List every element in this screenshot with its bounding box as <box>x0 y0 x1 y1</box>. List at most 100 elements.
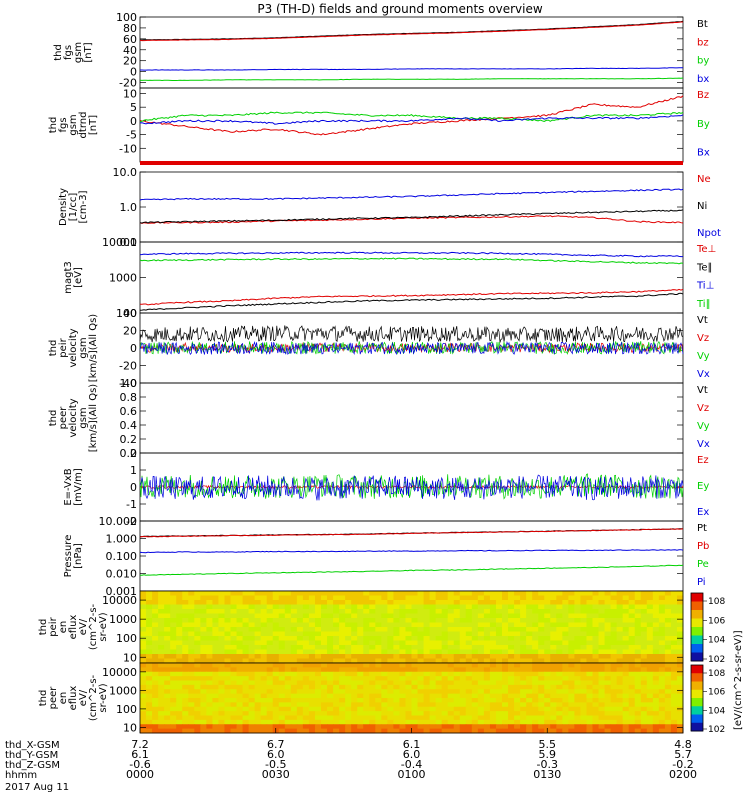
y-label-line: peer <box>58 406 69 430</box>
legend-Bx: Bx <box>697 148 710 159</box>
legend-by: by <box>697 56 709 67</box>
colorbar-tick: 106 <box>708 616 725 626</box>
y-tick-label: 0.4 <box>120 419 138 432</box>
y-label-line: Density <box>58 188 69 226</box>
legend-Vy: Vy <box>697 421 710 432</box>
y-label-line: [eV] <box>73 267 84 288</box>
legend-Pi: Pi <box>697 577 706 588</box>
panel-peer-spectrogram: 108 106 104 102 10000 1000 100 10 thd peer en eflux… <box>38 662 725 735</box>
y-tick-label: 0.0 <box>120 447 138 460</box>
y-label-line: peir <box>58 337 69 357</box>
y-ticks: 10.000 1.000 0.100 0.010 0.001 <box>99 515 683 598</box>
y-label-line: velocity <box>68 398 79 437</box>
y-tick-label: 10000 <box>102 236 137 249</box>
x-row-label: hhmm <box>5 770 37 781</box>
y-ticks: 2 1 0 -1 -2 <box>126 447 683 528</box>
x-tick-value: 5.5 <box>539 738 557 751</box>
panel-efield: 2 1 0 -1 -2 E=-VxB [mV/m] Ez Ey Ex <box>63 447 709 528</box>
y-tick-label: 0.6 <box>120 405 138 418</box>
x-tick-value: 7.2 <box>131 738 149 751</box>
y-label-line: thd <box>48 340 59 357</box>
y-tick-label: 100 <box>116 11 137 24</box>
y-label-line: peir <box>48 616 59 636</box>
x-tick-value: -0.3 <box>537 758 558 771</box>
y-tick-label: 1.0 <box>120 201 138 214</box>
colorbar-tick: 104 <box>708 706 725 716</box>
y-tick-label: 40 <box>123 307 137 320</box>
y-tick-label: 5 <box>130 101 137 114</box>
y-tick-label: 0.001 <box>106 585 138 598</box>
y-tick-label: 60 <box>123 33 137 46</box>
series-Ex <box>139 474 684 501</box>
legend-Ti∥: Ti∥ <box>696 299 711 310</box>
x-tick-value: -0.6 <box>129 758 150 771</box>
x-tick-value: 6.0 <box>403 748 421 761</box>
legend-Ex: Ex <box>697 507 709 518</box>
y-label-line: dtrnd <box>78 112 89 139</box>
y-tick-label: 10.000 <box>99 515 138 528</box>
series-Te⊥ <box>140 288 684 306</box>
y-tick-label: 10000 <box>102 666 137 679</box>
series-Ti∥ <box>139 257 684 265</box>
y-label-line: gsm <box>68 114 79 135</box>
y-axis-label: magt3 [eV] <box>63 261 84 294</box>
legend-Ne: Ne <box>697 174 711 185</box>
y-tick-label: 1.0 <box>120 377 138 390</box>
series-Pe <box>139 564 684 576</box>
series-by <box>139 77 684 82</box>
legend-bz: bz <box>697 37 709 48</box>
y-label-line: [cm-3] <box>78 190 89 223</box>
y-label-line: Pressure <box>63 535 74 578</box>
colorbar-tick: 108 <box>708 669 725 679</box>
legend: Ne Ni Npot <box>697 174 721 239</box>
y-ticks: 10000 1000 100 10 <box>102 666 683 734</box>
legend-Vy: Vy <box>697 351 710 362</box>
y-label-line: eflux <box>68 615 79 640</box>
legend: Bt bz by bx <box>697 19 709 85</box>
series-Ne <box>139 215 684 225</box>
series-Npot <box>139 188 684 201</box>
colorbar-peir-spectrogram: 108 106 104 102 <box>690 592 725 665</box>
y-axis-label: thd peir en eflux eV/(cm^2-s-sr-eV) <box>38 603 109 650</box>
y-tick-label: 100 <box>116 703 137 716</box>
y-label-line: thd <box>38 690 49 707</box>
series-Vt <box>139 325 684 343</box>
x-tick-value: 6.1 <box>403 738 421 751</box>
y-label-line: [mV/m] <box>73 468 84 506</box>
x-tick-value: 6.7 <box>267 738 285 751</box>
x-tick-value: 6.1 <box>131 748 149 761</box>
figure-title: P3 (TH-D) fields and ground moments over… <box>257 2 542 16</box>
y-tick-label: 10 <box>123 721 137 734</box>
y-tick-label: 2 <box>130 447 137 460</box>
legend-Bz: Bz <box>697 90 709 101</box>
y-label-line: en <box>58 621 69 634</box>
series-Vy <box>139 340 684 355</box>
y-axis-label: Density [1/cc] [cm-3] <box>58 188 89 226</box>
legend: Bz By Bx <box>697 90 710 159</box>
series-By <box>139 111 684 123</box>
series-Bz <box>139 95 684 136</box>
y-label-line: thd <box>53 44 64 61</box>
y-tick-label: 10 <box>123 87 137 100</box>
legend-Vt: Vt <box>697 315 708 326</box>
y-label-line: gsm <box>78 407 89 428</box>
y-label-line: gsm <box>73 42 84 63</box>
colorbar-peer-spectrogram: 108 106 104 102 <box>690 664 725 735</box>
y-tick-label: 0.100 <box>106 550 138 563</box>
y-tick-label: -40 <box>119 377 137 390</box>
legend: Ez Ey Ex <box>697 455 709 518</box>
legend-Vz: Vz <box>697 333 709 344</box>
y-tick-label: 1000 <box>109 684 137 697</box>
y-tick-label: 10.0 <box>113 166 138 179</box>
legend-Ey: Ey <box>697 481 709 492</box>
y-tick-label: 0 <box>130 115 137 128</box>
x-row-label: thd_X-GSM <box>5 740 60 751</box>
legend-Npot: Npot <box>697 228 721 239</box>
y-axis-label: E=-VxB [mV/m] <box>63 468 84 506</box>
colorbar-tick: 106 <box>708 688 725 698</box>
colorbar-tick: 108 <box>708 597 725 607</box>
legend: Vt Vz Vy Vx <box>697 315 710 380</box>
y-ticks: 10.0 1.0 0.1 <box>113 166 683 249</box>
